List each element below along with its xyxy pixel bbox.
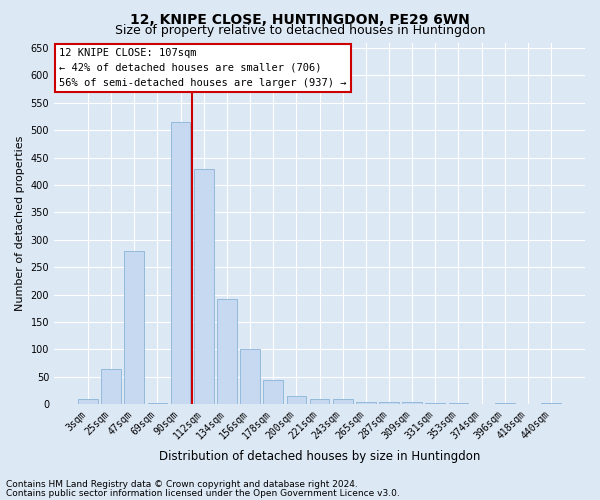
Bar — [449, 402, 468, 404]
Bar — [425, 402, 445, 404]
Bar — [78, 399, 98, 404]
Text: Contains HM Land Registry data © Crown copyright and database right 2024.: Contains HM Land Registry data © Crown c… — [6, 480, 358, 489]
Text: Size of property relative to detached houses in Huntingdon: Size of property relative to detached ho… — [115, 24, 485, 37]
Bar — [148, 403, 167, 404]
Bar — [171, 122, 190, 405]
Text: 12, KNIPE CLOSE, HUNTINGDON, PE29 6WN: 12, KNIPE CLOSE, HUNTINGDON, PE29 6WN — [130, 12, 470, 26]
Bar — [124, 251, 144, 404]
Bar — [495, 402, 515, 404]
Bar — [356, 402, 376, 404]
Text: 12 KNIPE CLOSE: 107sqm
← 42% of detached houses are smaller (706)
56% of semi-de: 12 KNIPE CLOSE: 107sqm ← 42% of detached… — [59, 48, 347, 88]
Bar — [379, 402, 399, 404]
Bar — [333, 399, 353, 404]
Bar — [263, 380, 283, 404]
Bar — [101, 368, 121, 404]
Bar — [217, 299, 237, 405]
Bar — [402, 402, 422, 404]
Bar — [240, 350, 260, 405]
Text: Contains public sector information licensed under the Open Government Licence v3: Contains public sector information licen… — [6, 488, 400, 498]
Bar — [194, 168, 214, 404]
X-axis label: Distribution of detached houses by size in Huntingdon: Distribution of detached houses by size … — [159, 450, 480, 462]
Bar — [310, 399, 329, 404]
Y-axis label: Number of detached properties: Number of detached properties — [15, 136, 25, 311]
Bar — [287, 396, 306, 404]
Bar — [541, 402, 561, 404]
